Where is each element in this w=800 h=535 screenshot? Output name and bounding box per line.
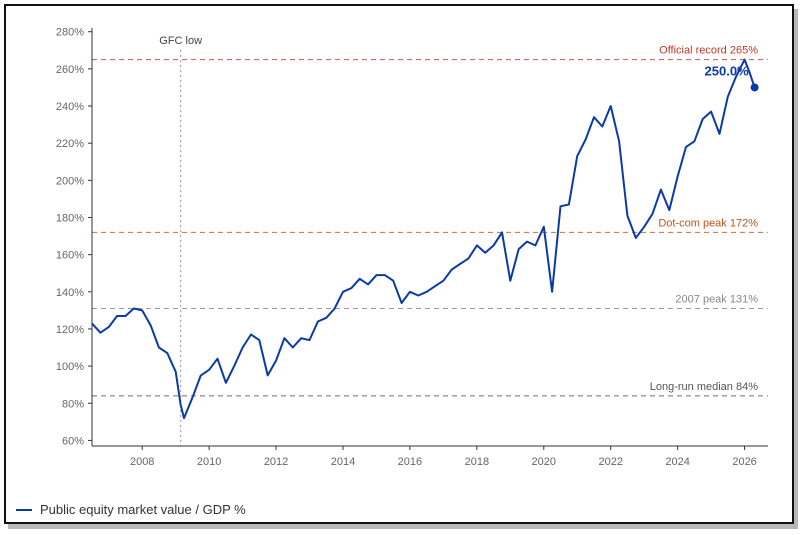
line-chart: Official record 265% Dot-com peak 172% 200… bbox=[56, 27, 768, 468]
y-tick-label: 160% bbox=[56, 250, 84, 262]
y-tick-label: 120% bbox=[56, 324, 84, 336]
y-tick-label: 240% bbox=[56, 101, 84, 113]
endpoint-label: 250.0% bbox=[705, 64, 750, 79]
y-tick-label: 100% bbox=[56, 361, 84, 373]
x-tick-label: 2026 bbox=[732, 456, 756, 468]
y-tick-label: 280% bbox=[56, 27, 84, 39]
x-tick-label: 2016 bbox=[398, 456, 422, 468]
legend-swatch bbox=[16, 508, 32, 511]
y-tick-label: 220% bbox=[56, 138, 84, 150]
legend-label: Public equity market value / GDP % bbox=[40, 502, 246, 517]
x-tick-label: 2022 bbox=[598, 456, 622, 468]
gfc-marker-label: GFC low bbox=[159, 35, 202, 47]
x-tick-label: 2008 bbox=[130, 456, 154, 468]
x-tick-label: 2010 bbox=[197, 456, 221, 468]
reference-label: Long-run median 84% bbox=[650, 381, 758, 393]
y-tick-label: 260% bbox=[56, 64, 84, 76]
series-line bbox=[91, 58, 756, 420]
y-tick-label: 200% bbox=[56, 175, 84, 187]
endpoint-dot bbox=[750, 83, 759, 92]
chart-legend: Public equity market value / GDP % bbox=[16, 502, 246, 517]
x-tick-label: 2020 bbox=[532, 456, 556, 468]
y-tick-label: 60% bbox=[62, 435, 84, 447]
reference-label: Official record 265% bbox=[659, 45, 758, 57]
x-tick-label: 2024 bbox=[665, 456, 689, 468]
x-tick-label: 2014 bbox=[331, 456, 355, 468]
reference-label: Dot-com peak 172% bbox=[658, 217, 758, 229]
x-tick-label: 2012 bbox=[264, 456, 288, 468]
y-tick-label: 180% bbox=[56, 212, 84, 224]
chart-frame: Official record 265% Dot-com peak 172% 200… bbox=[4, 4, 794, 524]
y-tick-label: 140% bbox=[56, 287, 84, 299]
x-tick-label: 2018 bbox=[465, 456, 489, 468]
y-tick-label: 80% bbox=[62, 398, 84, 410]
reference-label: 2007 peak 131% bbox=[675, 294, 758, 306]
